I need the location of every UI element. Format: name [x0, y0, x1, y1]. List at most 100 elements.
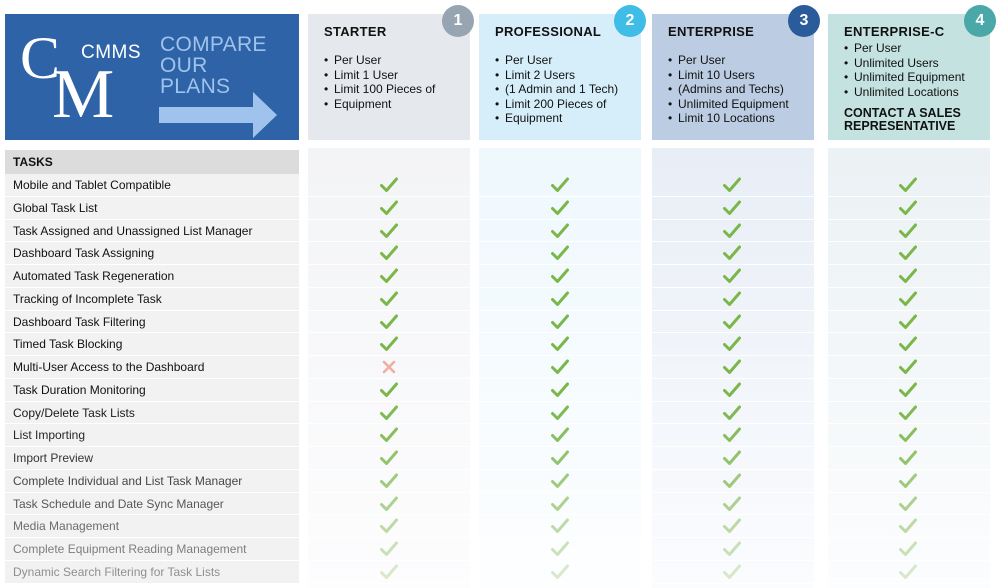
plan-name: STARTER: [324, 24, 387, 39]
feature-label: Mobile and Tablet Compatible: [5, 174, 299, 197]
table-row: Automated Task Regeneration: [0, 265, 1000, 288]
plan-feature: Per User: [668, 53, 800, 68]
checkmark-icon: [899, 473, 917, 490]
checkmark-icon: [380, 496, 398, 513]
checkmark-icon: [380, 382, 398, 399]
table-row: Media Management: [0, 515, 1000, 538]
checkmark-icon: [723, 473, 741, 490]
plan-feature: Unlimited Locations: [844, 85, 976, 100]
plan-professional: PROFESSIONAL Per User Limit 2 Users (1 A…: [479, 14, 641, 140]
row-divider: [308, 332, 990, 334]
contact-sales-cta[interactable]: CONTACT A SALES REPRESENTATIVE: [844, 107, 976, 132]
checkmark-icon: [723, 427, 741, 444]
plan-features: Per User Limit 2 Users (1 Admin and 1 Te…: [495, 53, 627, 126]
row-divider: [308, 491, 990, 493]
plan-feature: Unlimited Equipment: [668, 97, 800, 112]
checkmark-icon: [551, 427, 569, 444]
checkmark-icon: [899, 245, 917, 262]
plan-feature: Limit 1 User: [324, 68, 456, 83]
checkmark-icon: [380, 268, 398, 285]
plan-features: Per User Limit 10 Users (Admins and Tech…: [668, 53, 800, 126]
compare-line: COMPARE: [160, 33, 267, 56]
plan-features: Per User Limit 1 User Limit 100 Pieces o…: [324, 53, 456, 111]
checkmark-icon: [551, 405, 569, 422]
checkmark-icon: [723, 177, 741, 194]
cta-line: REPRESENTATIVE: [844, 118, 956, 133]
plan-feature: Limit 200 Pieces of: [495, 97, 627, 112]
row-divider: [308, 423, 990, 425]
checkmark-icon: [899, 291, 917, 308]
checkmark-icon: [380, 518, 398, 535]
feature-label: Dashboard Task Assigning: [5, 242, 299, 265]
feature-label: Multi-User Access to the Dashboard: [5, 356, 299, 379]
row-divider: [308, 241, 990, 243]
checkmark-icon: [899, 177, 917, 194]
plan-feature: Per User: [495, 53, 627, 68]
table-row: Mobile and Tablet Compatible: [0, 174, 1000, 197]
checkmark-icon: [723, 518, 741, 535]
feature-label: Timed Task Blocking: [5, 333, 299, 356]
checkmark-icon: [723, 245, 741, 262]
checkmark-icon: [380, 473, 398, 490]
compare-line: OUR: [160, 54, 208, 77]
plan-feature: Limit 2 Users: [495, 68, 627, 83]
checkmark-icon: [723, 291, 741, 308]
plan-feature: Equipment: [495, 111, 627, 126]
table-row: Dashboard Task Filtering: [0, 310, 1000, 334]
plan-badge-1: 1: [442, 5, 474, 37]
row-divider: [308, 309, 990, 311]
checkmark-icon: [899, 564, 917, 581]
plan-enterprise-c: ENTERPRISE-C Per User Unlimited Users Un…: [828, 14, 990, 140]
feature-label: Dynamic Search Filtering for Task Lists: [5, 560, 299, 584]
table-row: Global Task List: [0, 196, 1000, 220]
cta-line: CONTACT A SALES: [844, 106, 961, 120]
checkmark-icon: [723, 496, 741, 513]
checkmark-icon: [551, 541, 569, 558]
plan-feature: Unlimited Users: [844, 56, 976, 71]
checkmark-icon: [380, 200, 398, 217]
checkmark-icon: [723, 564, 741, 581]
section-header-tasks: TASKS: [5, 150, 299, 174]
table-row: Dashboard Task Assigning: [0, 242, 1000, 265]
checkmark-icon: [723, 336, 741, 353]
plan-name: ENTERPRISE: [668, 24, 755, 39]
plan-feature: Per User: [844, 41, 976, 56]
cmms-logo-panel: C M CMMS COMPARE OUR PLANS: [5, 14, 299, 140]
row-divider: [308, 537, 990, 538]
checkmark-icon: [551, 496, 569, 513]
checkmark-icon: [899, 200, 917, 217]
table-row: Complete Equipment Reading Management: [0, 538, 1000, 561]
checkmark-icon: [551, 268, 569, 285]
plan-badge-2: 2: [614, 5, 646, 37]
cross-icon: [380, 359, 398, 376]
logo-letter-c: C: [20, 25, 61, 91]
plan-feature: (Admins and Techs): [668, 82, 800, 97]
plan-feature: (1 Admin and 1 Tech): [495, 82, 627, 97]
compare-line: PLANS: [160, 75, 231, 98]
row-divider: [308, 355, 990, 356]
row-divider: [308, 559, 990, 561]
checkmark-icon: [899, 223, 917, 240]
checkmark-icon: [551, 177, 569, 194]
logo-letter-m: M: [52, 56, 115, 133]
checkmark-icon: [380, 177, 398, 194]
checkmark-icon: [899, 382, 917, 399]
checkmark-icon: [551, 200, 569, 217]
checkmark-icon: [899, 359, 917, 376]
checkmark-icon: [899, 518, 917, 535]
checkmark-icon: [899, 314, 917, 331]
table-row: Task Schedule and Date Sync Manager: [0, 492, 1000, 516]
checkmark-icon: [551, 223, 569, 240]
table-row: Task Assigned and Unassigned List Manage…: [0, 219, 1000, 243]
checkmark-icon: [551, 314, 569, 331]
checkmark-icon: [723, 268, 741, 285]
row-divider: [308, 582, 990, 584]
plan-feature: Limit 10 Locations: [668, 111, 800, 126]
logo-cmms-text: CMMS: [81, 42, 142, 63]
feature-label: Task Duration Monitoring: [5, 378, 299, 402]
checkmark-icon: [380, 336, 398, 353]
checkmark-icon: [723, 450, 741, 467]
checkmark-icon: [899, 450, 917, 467]
checkmark-icon: [380, 564, 398, 581]
feature-label: List Importing: [5, 424, 299, 447]
